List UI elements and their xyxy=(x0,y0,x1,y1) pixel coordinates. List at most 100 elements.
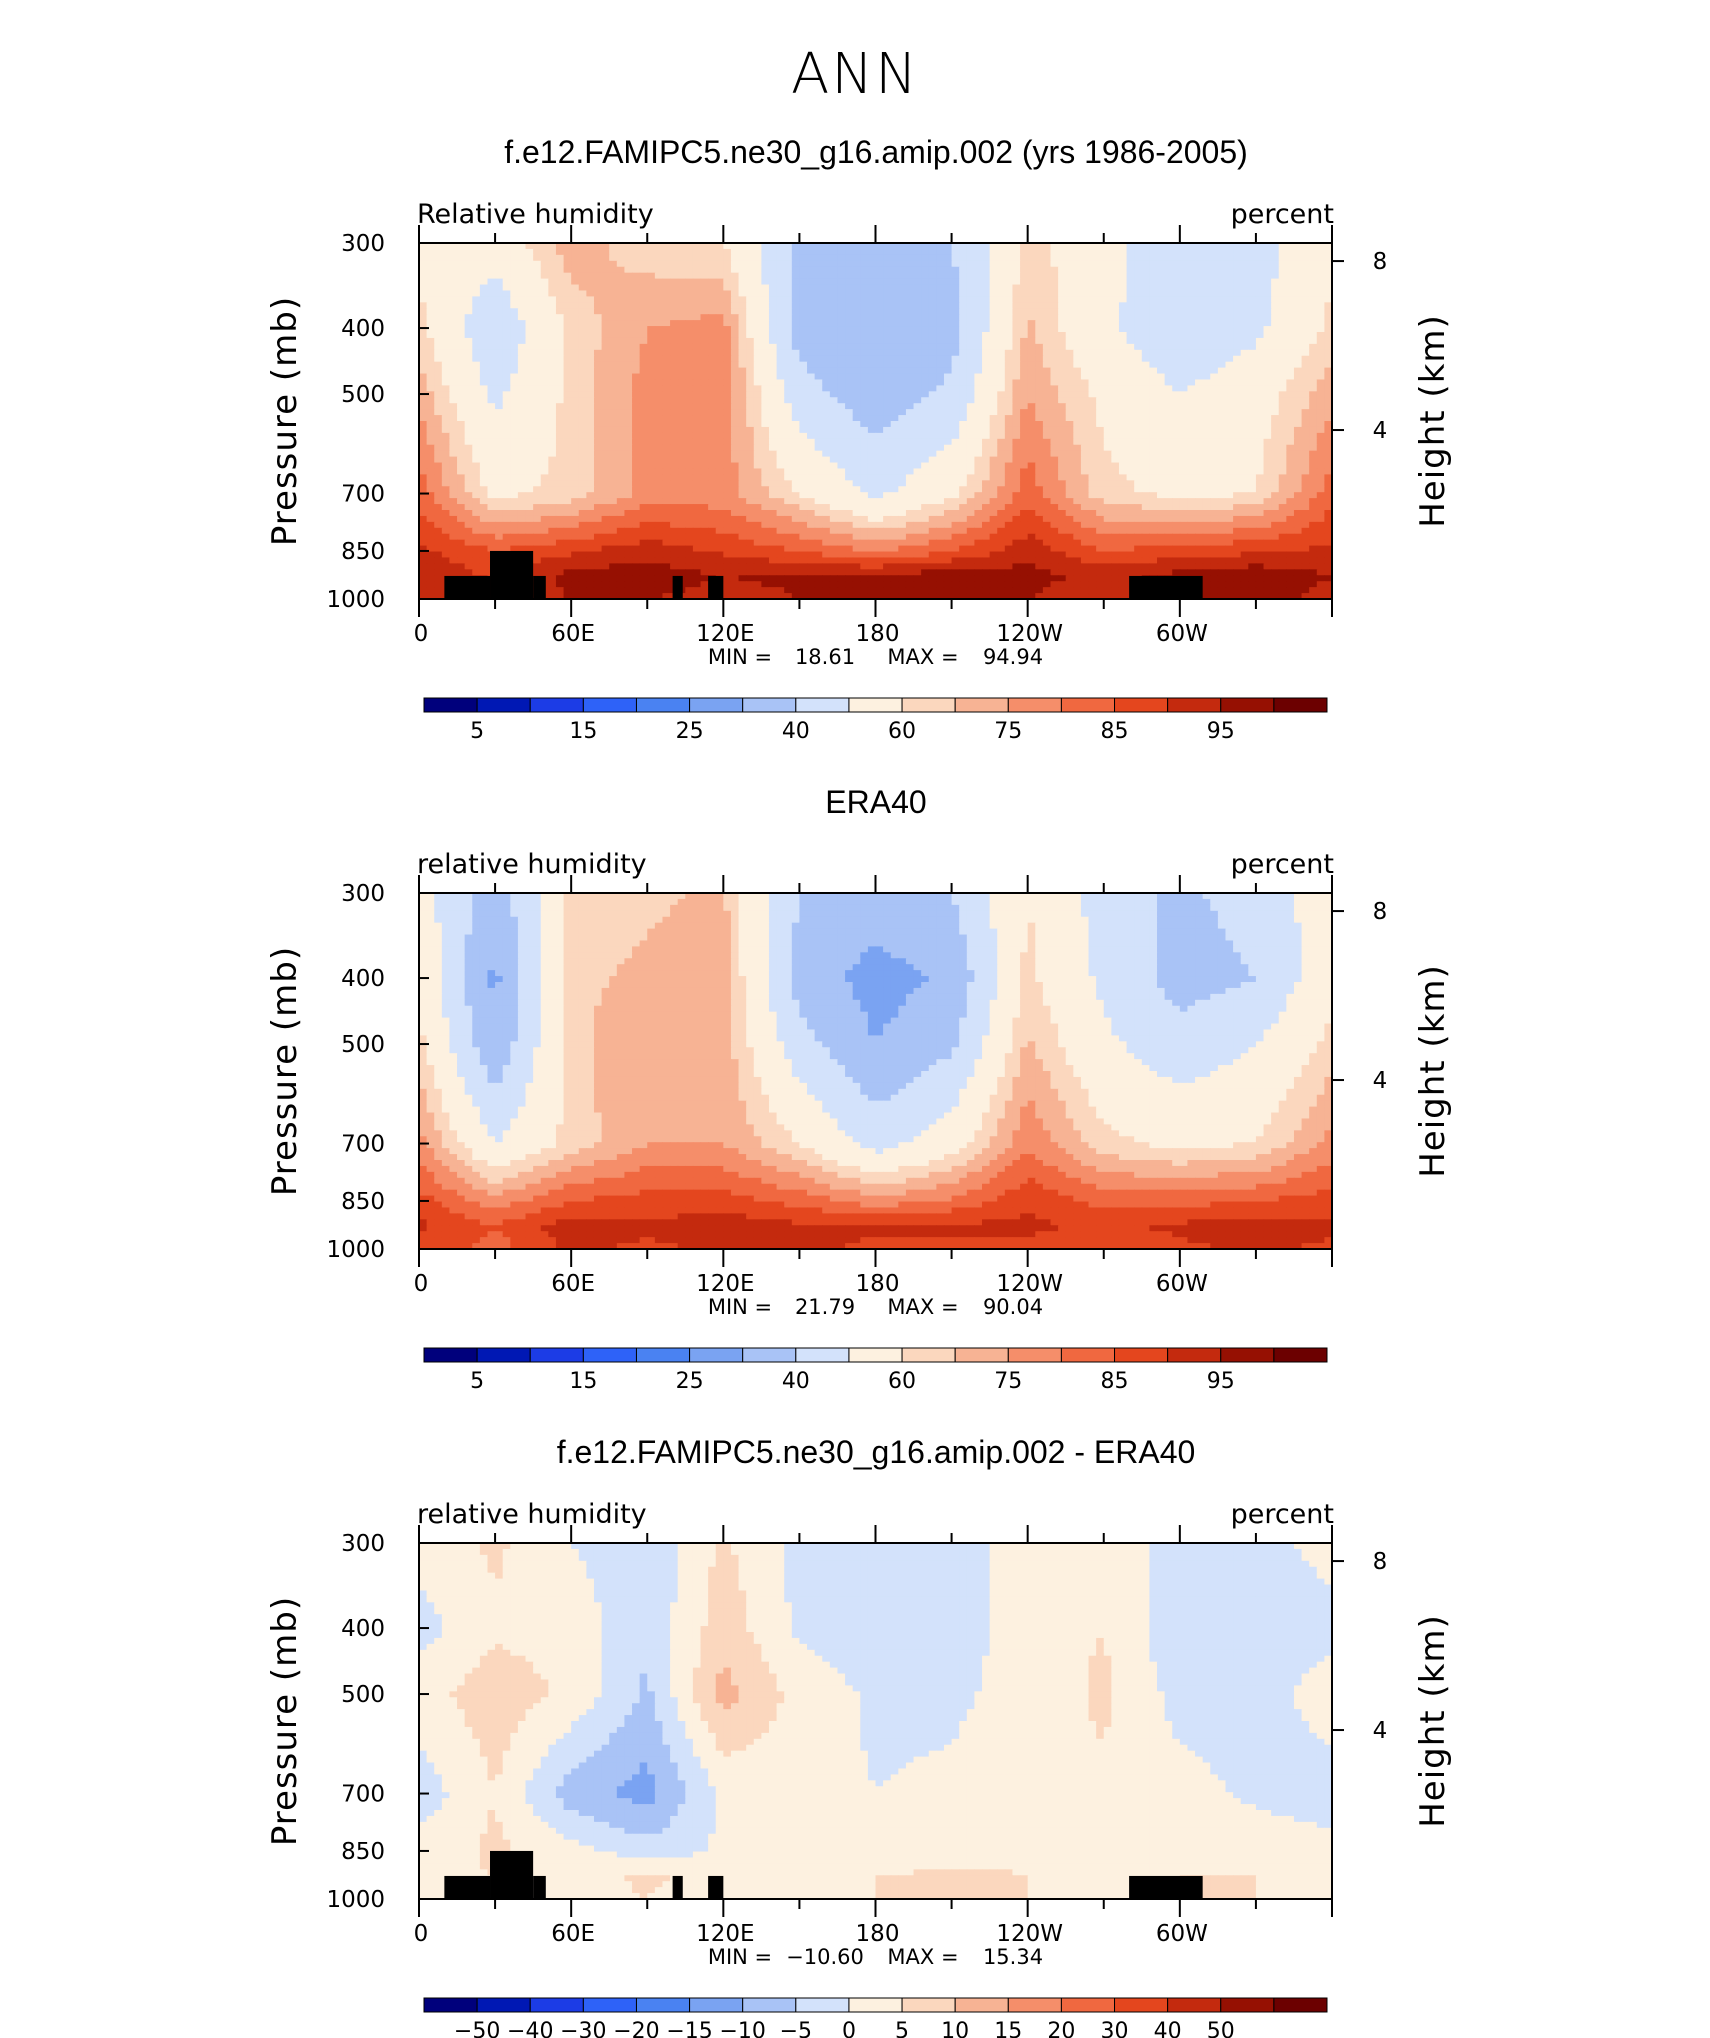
contour-cell xyxy=(867,308,877,315)
contour-cell xyxy=(1240,403,1249,410)
contour-cell xyxy=(883,296,892,303)
contour-cell xyxy=(1225,361,1234,369)
contour-cell xyxy=(1301,480,1310,487)
contour-cell xyxy=(533,421,542,428)
contour-cell xyxy=(654,332,664,339)
contour-cell xyxy=(1073,403,1082,410)
contour-cell xyxy=(1263,480,1272,487)
contour-cell xyxy=(723,379,732,386)
contour-cell xyxy=(1012,272,1021,280)
contour-cell xyxy=(700,415,709,422)
contour-cell xyxy=(989,379,998,386)
contour-cell xyxy=(601,415,610,422)
contour-cell xyxy=(1004,367,1014,375)
contour-cell xyxy=(966,266,976,274)
contour-cell xyxy=(1096,349,1105,357)
contour-cell xyxy=(517,367,527,375)
contour-cell xyxy=(495,260,504,268)
contour-cell xyxy=(768,367,778,375)
contour-cell xyxy=(1118,361,1128,369)
contour-cell xyxy=(860,332,869,339)
contour-cell xyxy=(1179,349,1189,357)
contour-cell xyxy=(1278,391,1287,398)
contour-cell xyxy=(807,462,816,470)
contour-cell xyxy=(905,343,915,351)
contour-cell xyxy=(746,367,755,375)
contour-cell xyxy=(898,421,907,428)
contour-cell xyxy=(761,314,770,321)
contour-cell xyxy=(632,320,641,327)
contour-cell xyxy=(867,332,877,339)
contour-cell xyxy=(807,438,816,446)
contour-cell xyxy=(1027,302,1036,309)
contour-cell xyxy=(1080,474,1090,481)
contour-cell xyxy=(548,474,557,481)
contour-cell xyxy=(807,248,816,256)
contour-cell xyxy=(441,349,451,357)
contour-cell xyxy=(1073,278,1082,286)
contour-cell xyxy=(1217,302,1227,309)
contour-cell xyxy=(791,284,801,292)
contour-cell xyxy=(708,284,717,292)
contour-cell xyxy=(464,296,473,303)
contour-cell xyxy=(936,343,945,351)
contour-cell xyxy=(875,332,884,339)
contour-cell xyxy=(472,332,481,339)
contour-cell xyxy=(1141,438,1150,446)
contour-cell xyxy=(989,438,998,446)
contour-cell xyxy=(540,290,549,297)
contour-cell xyxy=(761,373,770,381)
contour-cell xyxy=(867,486,877,493)
contour-cell xyxy=(1255,320,1265,327)
contour-cell xyxy=(1210,266,1219,274)
contour-cell xyxy=(563,349,572,357)
contour-cell xyxy=(434,468,443,475)
contour-cell xyxy=(921,320,930,327)
contour-cell xyxy=(502,397,511,404)
contour-cell xyxy=(921,462,930,470)
contour-cell xyxy=(563,308,572,315)
contour-cell xyxy=(723,243,732,250)
contour-cell xyxy=(1217,432,1227,440)
contour-cell xyxy=(479,290,489,297)
contour-cell xyxy=(1141,260,1150,268)
contour-cell xyxy=(426,349,435,357)
contour-cell xyxy=(1058,243,1067,250)
contour-cell xyxy=(555,254,565,262)
contour-cell xyxy=(959,337,968,345)
contour-cell xyxy=(974,320,983,327)
contour-cell xyxy=(601,290,610,297)
contour-cell xyxy=(1301,367,1310,375)
contour-cell xyxy=(928,320,937,327)
contour-cell xyxy=(1164,421,1173,428)
contour-cell xyxy=(997,254,1006,262)
contour-cell xyxy=(609,438,618,446)
contour-cell xyxy=(936,320,945,327)
contour-cell xyxy=(966,385,976,392)
contour-cell xyxy=(685,243,694,250)
contour-cell xyxy=(845,308,854,315)
contour-cell xyxy=(852,320,861,327)
contour-cell xyxy=(685,284,694,292)
contour-cell xyxy=(1020,349,1029,357)
contour-cell xyxy=(890,314,899,321)
contour-cell xyxy=(837,391,846,398)
contour-cell xyxy=(1301,343,1310,351)
contour-cell xyxy=(982,421,991,428)
contour-cell xyxy=(1202,462,1211,470)
contour-cell xyxy=(563,361,572,369)
contour-cell xyxy=(517,432,527,440)
contour-cell xyxy=(997,462,1006,470)
contour-cell xyxy=(1324,421,1333,428)
contour-cell xyxy=(982,391,991,398)
contour-cell xyxy=(1035,444,1044,452)
contour-cell xyxy=(936,456,945,464)
contour-cell xyxy=(730,480,740,487)
contour-cell xyxy=(1278,450,1287,458)
contour-cell xyxy=(1225,302,1234,309)
contour-cell xyxy=(1103,314,1112,321)
contour-cell xyxy=(1309,468,1318,475)
contour-cell xyxy=(1042,290,1052,297)
contour-cell xyxy=(1096,444,1105,452)
contour-cell xyxy=(1187,290,1196,297)
